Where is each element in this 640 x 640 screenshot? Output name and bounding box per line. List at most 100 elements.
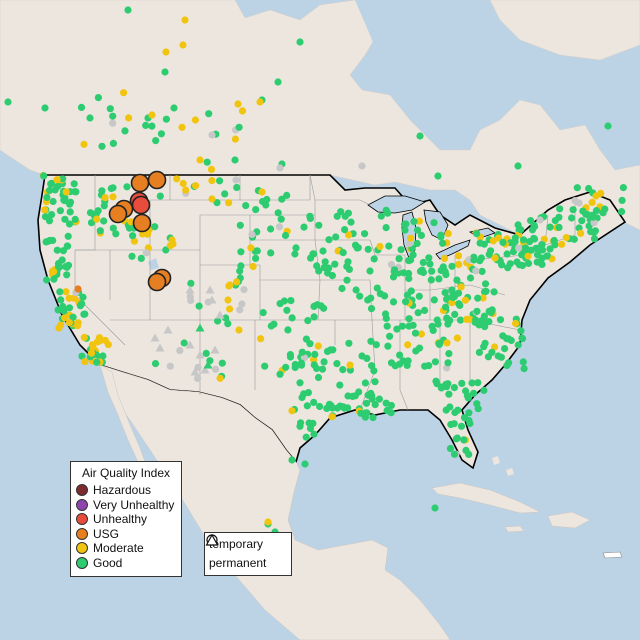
monitor-marker [100,202,108,210]
monitor-marker [96,227,104,235]
monitor-marker [267,225,275,233]
monitor-marker [585,184,593,193]
monitor-marker [191,116,199,124]
monitor-marker [546,223,554,231]
monitor-marker [71,215,79,223]
monitor-marker [407,234,415,242]
monitor-marker [216,374,224,382]
monitor-marker [458,379,466,387]
monitor-marker [216,177,224,185]
moderate-swatch-icon [76,542,88,555]
monitor-marker [447,420,455,429]
monitor-marker [473,307,481,315]
monitor-marker [309,419,317,427]
monitor-marker [481,323,489,331]
monitor-marker [491,343,499,351]
monitor-marker [457,422,466,430]
monitor-marker-permanent [203,360,213,369]
monitor-marker [311,350,319,358]
monitor-marker [472,267,480,275]
land-hispaniola [547,511,591,529]
monitor-marker [413,239,421,248]
monitor-marker [252,206,260,214]
monitor-marker [414,309,422,317]
monitor-marker [207,165,216,173]
monitor-marker [237,248,245,256]
monitor-marker [319,247,327,255]
monitor-marker [450,384,458,392]
monitor-marker [65,319,73,327]
monitor-marker [170,104,178,112]
monitor-marker [98,142,106,150]
monitor-marker [526,238,534,246]
monitor-marker [473,230,481,238]
monitor-marker [274,209,282,217]
monitor-marker [267,249,275,257]
monitor-marker [416,267,425,275]
monitor-marker [80,140,88,148]
monitor-marker [327,402,335,410]
monitor-marker [347,218,355,226]
monitor-marker [100,217,108,225]
monitor-marker-large [132,213,152,233]
monitor-marker [453,334,461,342]
monitor-marker [109,139,117,147]
monitor-marker [496,257,504,265]
monitor-marker [376,290,384,298]
monitor-marker [162,246,170,254]
monitor-marker [363,354,371,362]
monitor-marker [517,226,525,234]
monitor-marker [550,236,558,245]
monitor-marker [47,180,55,188]
monitor-marker [428,267,436,275]
monitor-marker [562,234,570,242]
monitor-marker [288,314,296,322]
monitor-marker [345,231,353,239]
monitor-marker [375,395,383,403]
monitor-marker [224,320,232,328]
monitor-marker [343,276,351,284]
monitor-marker [450,450,459,458]
monitor-marker [386,332,394,340]
monitor-marker [194,374,202,382]
monitor-marker [405,315,413,323]
monitor-marker [588,198,596,206]
monitor-marker [387,409,395,417]
monitor-marker [417,231,425,239]
monitor-marker [448,286,456,294]
unhealthy-swatch-icon [76,513,88,526]
monitor-marker [162,115,170,123]
monitor-marker [443,295,451,303]
monitor-marker [107,184,115,193]
monitor-marker [592,207,601,215]
monitor-marker [302,433,310,441]
monitor-marker [101,194,109,202]
monitor-marker [64,242,72,250]
monitor-marker [463,392,471,400]
monitor-marker [499,238,507,246]
monitor-marker [369,414,377,422]
monitor-marker [74,285,82,293]
monitor-marker [589,213,597,221]
monitor-marker-large [131,195,151,215]
monitor-marker-permanent [207,295,217,304]
monitor-marker [352,286,360,294]
monitor-marker [519,236,528,244]
monitor-marker [501,345,509,353]
monitor-marker [221,190,229,198]
monitor-marker [416,132,424,140]
monitor-marker [442,303,450,311]
monitor-marker [306,212,314,220]
monitor-marker [59,247,67,255]
monitor-marker [604,122,612,130]
monitor-marker [431,504,439,512]
monitor-marker [361,379,369,387]
monitor-marker [538,260,546,268]
monitor-marker [236,306,244,314]
monitor-marker [81,310,89,318]
monitor-marker [383,322,391,330]
monitor-marker [415,292,423,300]
monitor-marker [43,276,51,284]
monitor-marker [344,209,352,217]
monitor-marker [276,370,284,378]
